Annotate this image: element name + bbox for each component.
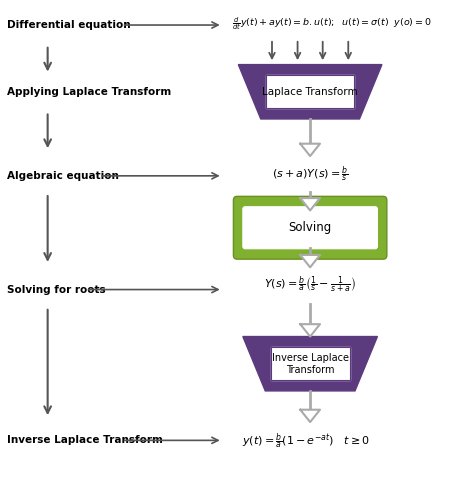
FancyBboxPatch shape [243,206,377,249]
Text: $\frac{d}{dt}y(t) + ay(t) = b.u(t);$  $u(t) = \sigma(t)$  $y(o) = 0$: $\frac{d}{dt}y(t) + ay(t) = b.u(t);$ $u(… [232,15,431,32]
Text: Inverse Laplace
Transform: Inverse Laplace Transform [272,353,349,374]
Text: Solving for roots: Solving for roots [7,284,106,294]
Text: Inverse Laplace Transform: Inverse Laplace Transform [7,436,163,446]
Polygon shape [300,144,320,156]
FancyBboxPatch shape [233,196,387,259]
Text: $(s + a)Y(s) = \frac{b}{s}$: $(s + a)Y(s) = \frac{b}{s}$ [272,165,348,185]
Polygon shape [243,336,377,391]
Polygon shape [271,348,350,380]
Text: Differential equation: Differential equation [7,20,131,30]
Text: Algebraic equation: Algebraic equation [7,171,119,181]
Polygon shape [266,76,354,108]
Polygon shape [238,64,382,119]
Text: $y(t) = \frac{b}{a}(1 - e^{-at})$   $t \geq 0$: $y(t) = \frac{b}{a}(1 - e^{-at})$ $t \ge… [242,432,370,452]
Polygon shape [300,255,320,268]
Polygon shape [300,198,320,210]
Polygon shape [300,324,320,336]
Text: Applying Laplace Transform: Applying Laplace Transform [7,87,172,97]
Text: Laplace Transform: Laplace Transform [262,87,358,97]
Polygon shape [300,410,320,422]
Text: Solving: Solving [289,221,332,234]
Text: $Y(s) = \frac{b}{a}\left(\frac{1}{s} - \frac{1}{s+a}\right)$: $Y(s) = \frac{b}{a}\left(\frac{1}{s} - \… [264,274,356,295]
